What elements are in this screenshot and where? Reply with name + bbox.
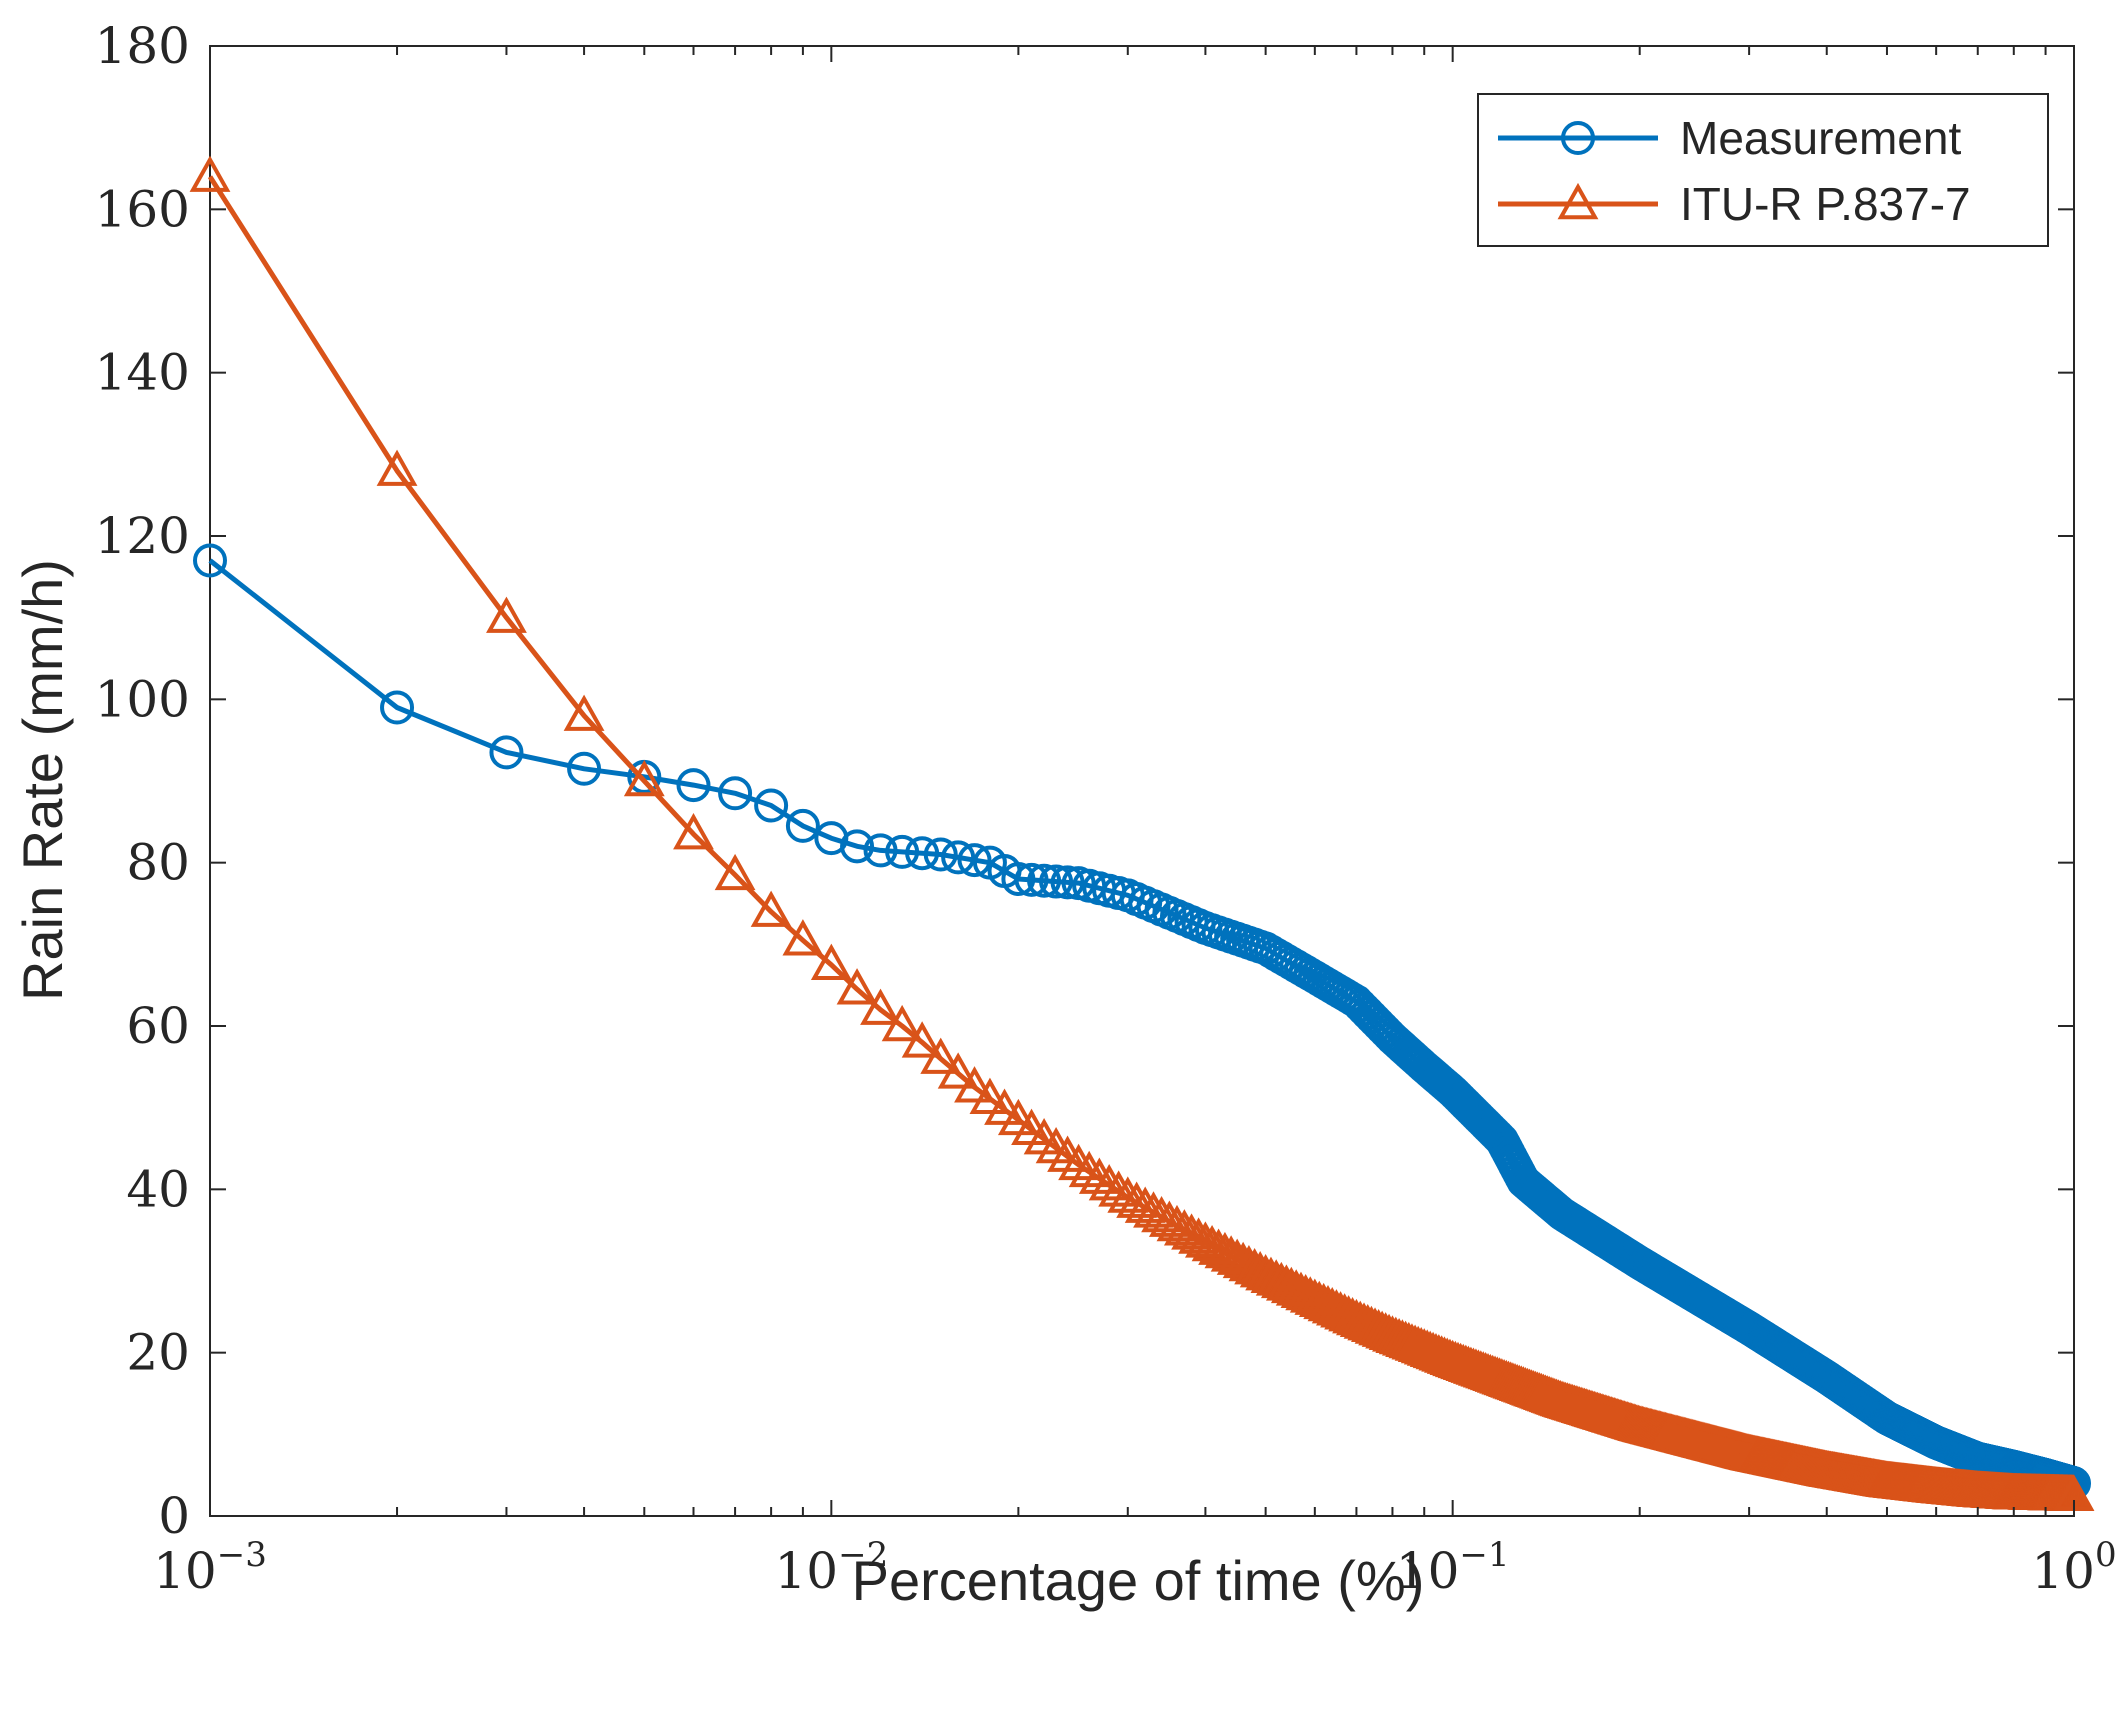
data-point [1001,862,1036,896]
series-itu-r [189,155,2095,1511]
x-tick-base: 10 [153,1542,217,1600]
data-point [1133,1191,1174,1228]
x-tick-exponent: 0 [2095,1535,2117,1575]
x-tick-label: 100 [2031,1535,2116,1600]
data-point [1098,1170,1140,1207]
legend-box [1477,93,2049,247]
data-point [1014,862,1049,897]
data-point [863,833,898,868]
data-point [189,155,231,192]
x-tick-label: 10−2 [774,1535,888,1600]
data-point [840,829,875,864]
series-measurement [193,543,2091,1501]
x-tick-exponent: −2 [838,1535,888,1575]
x-tick-base: 10 [1396,1542,1460,1600]
data-point [885,834,920,869]
y-tick-label: 0 [158,1487,190,1545]
data-point [1039,864,1074,899]
data-point [1239,1251,1281,1288]
data-point [836,968,878,1005]
data-point [984,1088,1025,1125]
data-point [969,1077,1011,1114]
y-tick-label: 40 [126,1160,190,1218]
data-point [941,840,976,875]
data-point [673,812,714,850]
data-point [489,735,524,770]
data-point [905,836,940,871]
data-point [860,988,901,1025]
y-tick-label: 140 [95,344,190,402]
data-point [714,853,756,891]
data-point [1116,1181,1158,1218]
legend-label: ITU-R P.837-7 [1680,178,1971,230]
legend-label: Measurement [1680,112,1961,164]
data-point [881,1004,923,1042]
data-point [380,690,415,725]
data-point [1088,1164,1130,1201]
y-tick-label: 180 [95,17,190,75]
data-point [750,890,792,927]
series-line [207,175,2075,1499]
x-tick-exponent: −1 [1459,1535,1509,1575]
data-point [1245,1254,1287,1291]
data-point [676,768,711,803]
triangle-marker-icon [1557,182,1599,220]
data-point [954,1066,995,1103]
data-point [376,449,418,486]
data-point [623,759,665,797]
legend: Measurement ITU-R P.837-7 [1477,93,2049,247]
data-point [1228,1244,1270,1282]
data-point [1058,1143,1100,1181]
data-point [1124,1186,1166,1223]
circle-marker-icon [1561,121,1595,155]
x-tick-label: 10−1 [1396,1535,1510,1600]
y-tick-label: 120 [95,507,190,565]
data-point [1255,1259,1297,1296]
data-point [810,943,852,981]
data-point [1141,1195,1182,1233]
data-point [1068,1150,1110,1188]
data-point [785,808,820,843]
data-point [1107,1176,1149,1213]
x-tick-label: 10−3 [153,1535,267,1600]
series-layer [189,155,2095,1511]
data-point [563,694,605,731]
y-tick-label: 80 [126,834,190,892]
x-axis-title: Percentage of time (%) [852,1549,1425,1612]
x-tick-base: 10 [774,1542,838,1600]
data-point [193,543,227,578]
data-point [937,1052,979,1089]
data-point [1234,1248,1276,1285]
data-point [486,596,527,633]
data-point [754,788,789,823]
data-point [920,1037,962,1074]
data-point [901,1021,943,1058]
y-tick-label: 160 [95,180,190,238]
data-point [718,776,753,811]
data-point [1078,1157,1120,1194]
data-point [1148,1200,1190,1237]
x-tick-exponent: −3 [217,1535,267,1575]
y-tick-label: 100 [95,670,190,728]
data-point [1050,865,1085,900]
axes-box [209,45,2075,1517]
x-tick-base: 10 [2031,1542,2095,1600]
data-point [1250,1256,1292,1294]
data-point [957,843,992,878]
y-axis-title: Rain Rate (mm/h) [11,559,74,1001]
data-point [567,751,602,786]
data-point [1027,863,1062,898]
data-point [782,919,824,956]
y-tick-label: 60 [126,997,190,1055]
data-point [1156,1204,1198,1242]
y-tick-label: 20 [126,1324,190,1382]
data-point [923,837,958,872]
plot-area [209,45,2075,1517]
